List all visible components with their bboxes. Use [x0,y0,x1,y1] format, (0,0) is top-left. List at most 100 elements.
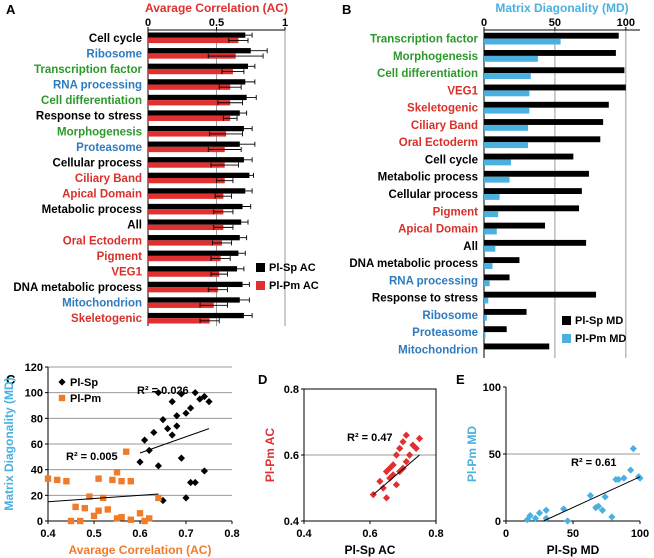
y-tick-label: 0.4 [284,516,300,528]
data-point [136,458,144,466]
bar [148,266,238,272]
data-point [123,448,130,455]
data-point [141,436,149,444]
data-point [627,466,635,474]
x-tick-label: 0.6 [362,528,377,540]
x-tick-label: 0.5 [86,528,101,540]
bar [484,142,528,149]
x-tick-label: 1 [282,17,288,29]
bar [484,67,625,74]
category-label: Ciliary Band [411,120,478,132]
category-label: All [127,220,142,232]
bar [148,250,239,256]
category-label: Mitochondrion [62,298,142,310]
trend-line [372,454,420,495]
data-point [54,476,61,484]
x-tick-label: 0.6 [132,528,147,540]
data-point [399,438,407,446]
data-point [109,476,116,484]
legend-label: Pl-Sp AC [269,262,316,274]
data-point [113,515,121,522]
data-point [542,506,550,514]
legend-swatch [256,281,265,290]
category-label: Ribosome [422,310,478,322]
data-point [191,478,199,487]
bar [148,125,244,132]
bar [148,209,224,215]
bar [148,32,246,38]
bar [484,136,601,143]
bar [484,308,527,315]
panel-b: B Matrix Diagonality (MD) 0 50 100 Transcript… [342,1,640,358]
y-tick-label: 0 [37,516,43,528]
category-label: Cell cycle [89,33,142,45]
category-label: Metabolic process [378,172,478,184]
data-point [113,469,121,476]
data-point [81,504,88,512]
y-axis-title: Matrix Diagonality (MD) [2,377,16,510]
bar [484,239,587,246]
bar [484,84,626,91]
category-label: Pigment [433,206,479,218]
data-point [205,398,213,406]
y-tick-label: 50 [489,449,501,461]
legend-swatch [562,334,571,343]
y-tick-label: 0.8 [284,384,299,396]
data-point [154,389,162,397]
data-point [187,404,195,412]
data-point [173,412,181,420]
data-point [409,441,417,449]
panel-letter: B [342,2,351,17]
bar [484,188,582,194]
bar [148,193,224,199]
bar [484,326,507,333]
bar [484,222,545,229]
x-tick-label: 0 [503,528,509,540]
bar [484,291,597,298]
category-label: Morphogenesis [393,51,478,63]
category-label: DNA metabolic process [349,258,478,270]
bar [484,50,616,56]
data-point [118,478,125,485]
x-axis-title: Avarage Correlation (AC) [145,1,288,15]
data-point [177,454,185,462]
data-point [389,471,397,479]
data-point [191,389,199,397]
x-tick-label: 0.8 [428,528,443,540]
data-point [535,509,544,517]
panel-c: C 0 20 40 60 80 100 120 0.4 0.5 0.6 0.7 0.8 Avarage C… [2,362,240,557]
bar [484,124,528,131]
legend-label: Pl-Pm [70,393,101,405]
bar [148,203,243,210]
legend-label: Pl-Pm AC [269,280,319,292]
y-tick-label: 100 [483,382,501,394]
data-point [392,451,400,459]
data-point [168,431,176,439]
bar [148,235,240,241]
trend-line [47,493,159,503]
bar [148,172,250,178]
category-label: Mitochondrion [398,344,478,356]
bar [484,101,609,108]
category-label: VEG1 [447,85,478,97]
bar [148,100,231,106]
bar [148,79,246,85]
category-label: Morphogenesis [57,126,142,138]
bar [148,281,243,288]
data-point [141,517,148,525]
bar [484,257,520,264]
y-tick-label: 40 [31,465,43,477]
x-tick-label: 0.4 [296,528,312,540]
bar [484,153,574,160]
bar [148,297,240,303]
data-point [196,395,204,403]
category-label: Ribosome [86,48,142,60]
data-point [542,514,550,522]
bar [148,37,239,44]
panel-letter: A [6,2,16,17]
data-point [90,512,98,520]
data-point [200,467,208,475]
data-point [620,474,628,482]
category-label: Cell differentiation [41,95,142,107]
bar [148,287,218,293]
